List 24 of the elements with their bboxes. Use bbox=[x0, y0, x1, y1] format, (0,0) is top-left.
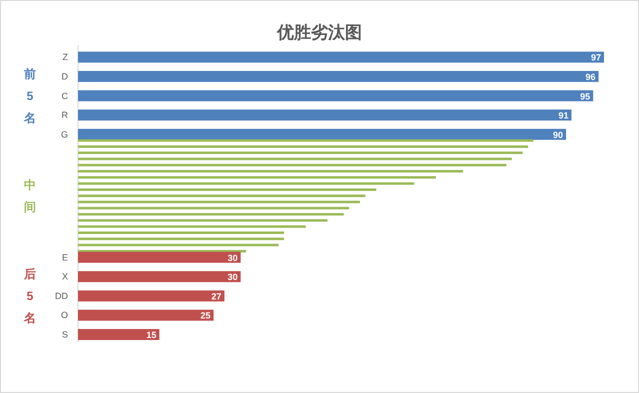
data-label: 15 bbox=[146, 330, 156, 340]
y-tick-label: D bbox=[62, 71, 68, 82]
data-label: 25 bbox=[200, 310, 211, 321]
data-label: 95 bbox=[580, 91, 590, 102]
text: 前5名 bbox=[23, 66, 36, 125]
y-tick-label: X bbox=[62, 272, 68, 282]
y-tick-label: C bbox=[62, 90, 68, 101]
text: 中间 bbox=[24, 178, 36, 214]
y-tick-label: G bbox=[60, 129, 68, 140]
text: 后5名 bbox=[23, 266, 36, 325]
y-tick-label: DD bbox=[55, 290, 68, 301]
data-label: 97 bbox=[590, 52, 601, 63]
y-tick-label: R bbox=[62, 110, 68, 120]
data-label: 30 bbox=[228, 252, 238, 263]
data-label: 27 bbox=[211, 291, 222, 302]
y-tick-label: O bbox=[60, 310, 68, 320]
y-tick-label: E bbox=[62, 252, 68, 262]
data-label: 90 bbox=[553, 130, 564, 140]
chart-title: 优胜劣汰图 bbox=[276, 23, 362, 42]
y-tick-label: S bbox=[62, 330, 68, 340]
data-label: 96 bbox=[586, 72, 596, 82]
y-tick-label: Z bbox=[62, 52, 68, 62]
data-label: 91 bbox=[558, 110, 568, 121]
data-label: 30 bbox=[228, 272, 238, 282]
